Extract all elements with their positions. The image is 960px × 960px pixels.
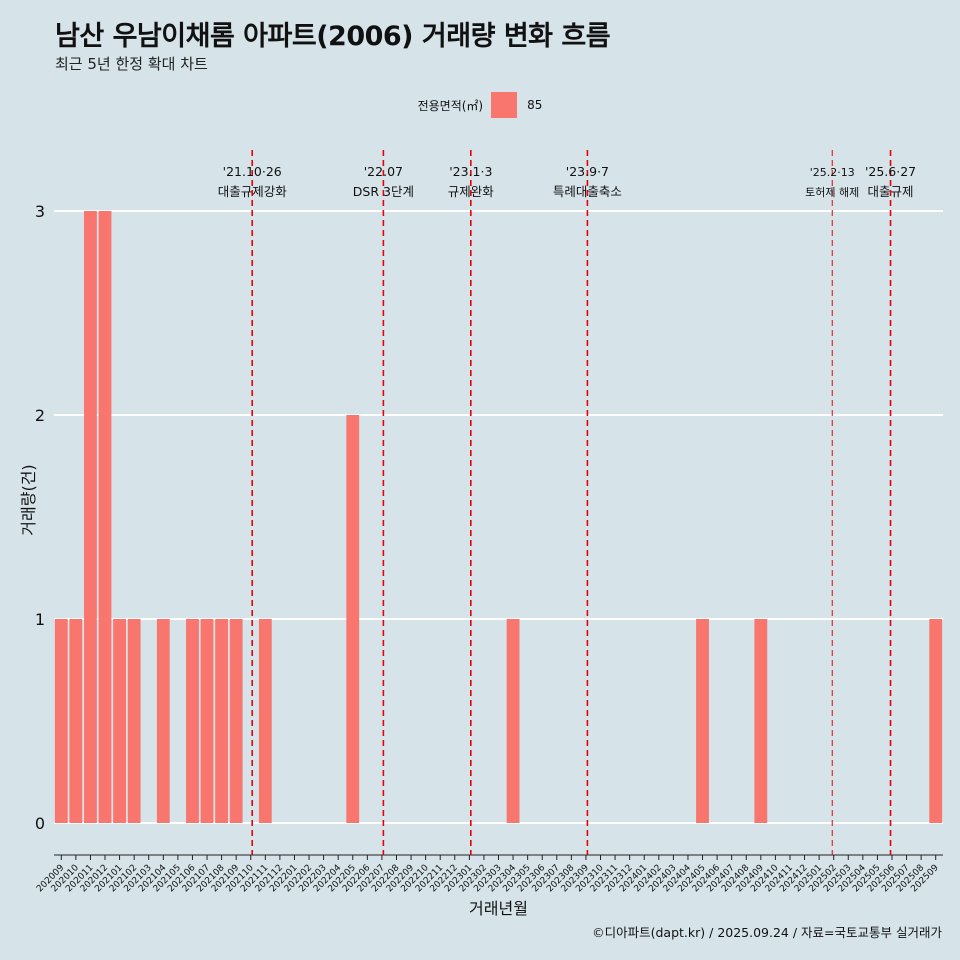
bar xyxy=(929,619,943,823)
policy-text-label: 대출규제 xyxy=(868,184,914,199)
bar xyxy=(506,619,520,823)
bar xyxy=(258,619,272,823)
policy-date-label: '21.10·26 xyxy=(223,164,282,179)
policy-text-label: 특례대출축소 xyxy=(553,184,622,199)
legend-label: 85 xyxy=(527,98,543,112)
chart-subtitle: 최근 5년 한정 확대 차트 xyxy=(55,55,208,73)
policy-date-label: '25.6·27 xyxy=(865,164,916,179)
bar xyxy=(84,211,97,823)
policy-date-label: '23.9·7 xyxy=(566,164,609,179)
bar xyxy=(229,619,243,823)
policy-text-label: 대출규제강화 xyxy=(218,184,288,199)
chart-title: 남산 우남이채롬 아파트(2006) 거래량 변화 흐름 xyxy=(55,21,611,52)
x-axis-title: 거래년월 xyxy=(469,899,528,918)
bar xyxy=(113,619,126,823)
bar xyxy=(200,619,214,823)
bar xyxy=(186,619,199,823)
source-caption: ©디아파트(dapt.kr) / 2025.09.24 / 자료=국토교통부 실… xyxy=(592,925,942,940)
bar xyxy=(754,619,768,823)
bar xyxy=(98,211,112,823)
y-axis-title: 거래량(건) xyxy=(19,464,38,535)
y-tick-label: 1 xyxy=(35,610,45,629)
legend: 전용면적(㎡) 85 xyxy=(0,92,960,118)
policy-date-label: '22.07 xyxy=(364,164,403,179)
bar xyxy=(215,619,229,823)
policy-date-label: '25.2·13 xyxy=(810,166,855,179)
policy-text-label: DSR 3단계 xyxy=(353,184,414,199)
policy-date-label: '23.1·3 xyxy=(449,164,492,179)
bar xyxy=(127,619,141,823)
bar xyxy=(696,619,709,823)
y-tick-label: 3 xyxy=(35,202,45,221)
policy-text-label: 규제완화 xyxy=(448,184,495,199)
policy-text-label: 토허제 해제 xyxy=(805,185,859,199)
bar xyxy=(156,619,170,823)
bar xyxy=(69,619,83,823)
legend-title: 전용면적(㎡) xyxy=(417,98,484,113)
bar xyxy=(54,619,68,823)
bar xyxy=(346,415,360,823)
legend-swatch xyxy=(491,92,518,118)
y-tick-label: 0 xyxy=(35,814,45,833)
y-tick-label: 2 xyxy=(35,406,45,425)
